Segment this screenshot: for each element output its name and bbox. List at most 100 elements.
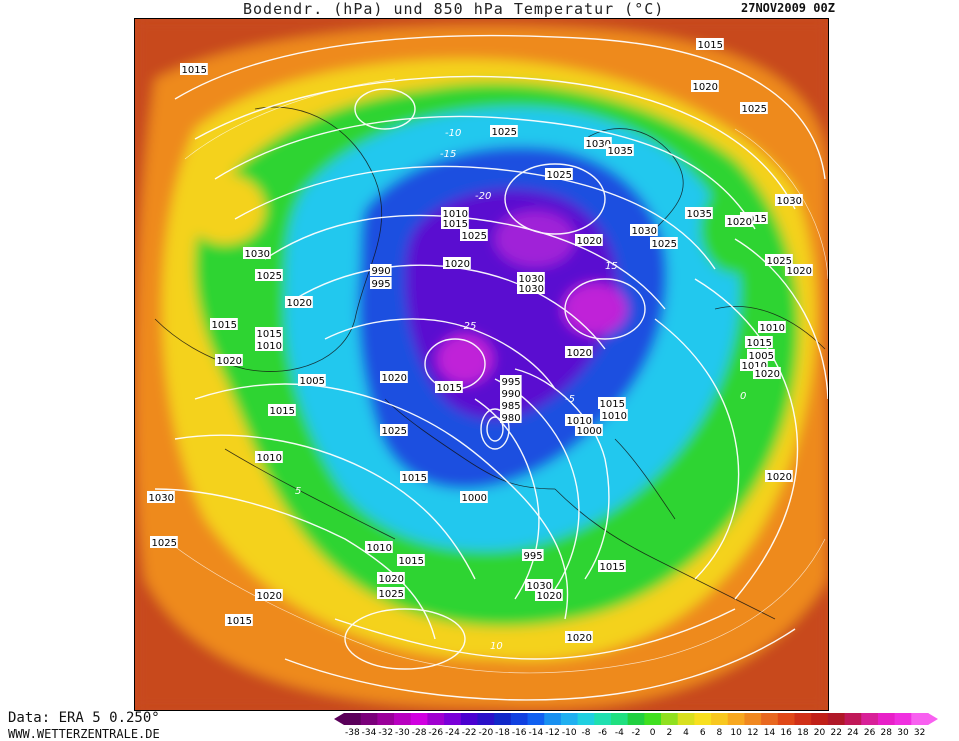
isobar-label: 1015 — [745, 336, 773, 349]
map-date: 27NOV2009 00Z — [741, 1, 835, 15]
scale-swatch — [410, 713, 428, 725]
website-link[interactable]: WWW.WETTERZENTRALE.DE — [8, 727, 160, 741]
svg-text:1020: 1020 — [767, 472, 792, 483]
scale-swatch — [811, 713, 829, 725]
scale-tick: 14 — [763, 728, 776, 738]
temperature-label: 5 — [295, 486, 301, 497]
scale-swatch — [577, 713, 595, 725]
isobar-label: 1025 — [490, 125, 518, 138]
svg-text:1020: 1020 — [537, 591, 562, 602]
scale-swatch — [444, 713, 462, 725]
scale-swatch — [427, 713, 445, 725]
svg-text:1015: 1015 — [747, 338, 772, 349]
svg-text:1015: 1015 — [270, 406, 295, 417]
isobar-label: 980 — [500, 411, 522, 424]
scale-swatch — [677, 713, 695, 725]
svg-text:1010: 1010 — [443, 209, 468, 220]
scale-swatch — [527, 713, 545, 725]
svg-text:1030: 1030 — [245, 249, 270, 260]
scale-swatch — [744, 713, 762, 725]
isobar-label: 1010 — [255, 339, 283, 352]
svg-text:1015: 1015 — [399, 556, 424, 567]
isobar-label: 1000 — [575, 424, 603, 437]
scale-swatch — [777, 713, 796, 725]
scale-tick: -28 — [411, 728, 427, 738]
scale-tick: -6 — [598, 728, 608, 738]
scale-swatch — [560, 713, 579, 725]
isobar-label: 1020 — [285, 296, 313, 309]
isobar-label: 1030 — [517, 272, 545, 285]
svg-text:1000: 1000 — [577, 426, 602, 437]
scale-swatch — [360, 713, 378, 725]
scale-swatch — [894, 713, 912, 725]
svg-text:1025: 1025 — [547, 170, 572, 181]
scale-tick: 6 — [699, 728, 706, 738]
scale-tick: 28 — [880, 728, 893, 738]
isobar-label: 1020 — [575, 234, 603, 247]
svg-text:1020: 1020 — [379, 574, 404, 585]
svg-text:995: 995 — [502, 377, 521, 388]
scale-swatch — [827, 713, 846, 725]
magenta-cold-core-1 — [437, 334, 493, 384]
svg-text:1000: 1000 — [462, 493, 487, 504]
isobar-label: 1025 — [150, 536, 178, 549]
temperature-field — [135, 19, 828, 710]
scale-tick: 26 — [863, 728, 876, 738]
scale-swatch — [477, 713, 495, 725]
isobar-label: 1015 — [598, 397, 626, 410]
svg-text:1025: 1025 — [379, 589, 404, 600]
isobar-label: 1015 — [255, 327, 283, 340]
scale-tick: -14 — [528, 728, 544, 738]
scale-tick: -12 — [545, 728, 560, 738]
isobar-label: 1010 — [565, 414, 593, 427]
scale-swatch — [911, 713, 929, 725]
isobar-label: 1020 — [785, 264, 813, 277]
isobar-label: 1015 — [400, 471, 428, 484]
scale-tick: -10 — [561, 728, 577, 738]
isobar-label: 1025 — [545, 168, 573, 181]
scale-tick: 0 — [649, 728, 656, 738]
svg-text:990: 990 — [502, 389, 521, 400]
isobar-label: 995 — [500, 375, 522, 388]
isobar-label: 1025 — [255, 269, 283, 282]
temperature-label: -25 — [460, 321, 476, 332]
svg-text:1005: 1005 — [300, 376, 325, 387]
scale-arrow-right — [928, 713, 938, 725]
svg-text:1015: 1015 — [698, 40, 723, 51]
isobar-label: 1030 — [630, 224, 658, 237]
svg-text:1010: 1010 — [760, 323, 785, 334]
isobar-label: 1000 — [460, 491, 488, 504]
isobar-label: 995 — [522, 549, 544, 562]
isobar-label: 1015 — [397, 554, 425, 567]
isobar-label: 1020 — [765, 470, 793, 483]
isobar-label: 1025 — [740, 102, 768, 115]
svg-text:1030: 1030 — [519, 284, 544, 295]
scale-tick: 30 — [897, 728, 909, 738]
isobar-label: 995 — [370, 277, 392, 290]
scale-tick: 22 — [830, 728, 842, 738]
map-canvas: 1015101510201025103010351025103010101015… — [135, 19, 828, 710]
scale-tick: 16 — [780, 728, 792, 738]
svg-text:995: 995 — [372, 279, 391, 290]
svg-text:1030: 1030 — [527, 581, 552, 592]
isobar-label: 1025 — [380, 424, 408, 437]
svg-text:1025: 1025 — [462, 231, 487, 242]
svg-text:1020: 1020 — [445, 259, 470, 270]
isobar-label: 1015 — [268, 404, 296, 417]
svg-text:1025: 1025 — [652, 239, 677, 250]
scale-swatch — [460, 713, 478, 725]
isobar-label: 1010 — [600, 409, 628, 422]
green-blob-east — [700, 184, 770, 274]
isobar-label-layer: 1015101510201025103010351025103010101015… — [147, 38, 813, 644]
isobar-label: 1030 — [147, 491, 175, 504]
isobar-label: 1005 — [747, 349, 775, 362]
temperature-label: 0 — [740, 391, 746, 402]
isobar-label: 1015 — [210, 318, 238, 331]
scale-tick: 24 — [847, 728, 859, 738]
svg-text:1025: 1025 — [152, 538, 177, 549]
scale-swatch — [727, 713, 745, 725]
isobar-label: 1015 — [225, 614, 253, 627]
isobar-label: 1015 — [696, 38, 724, 51]
scale-tick: 8 — [716, 728, 723, 738]
magenta-cold-core-3 — [495, 211, 575, 267]
